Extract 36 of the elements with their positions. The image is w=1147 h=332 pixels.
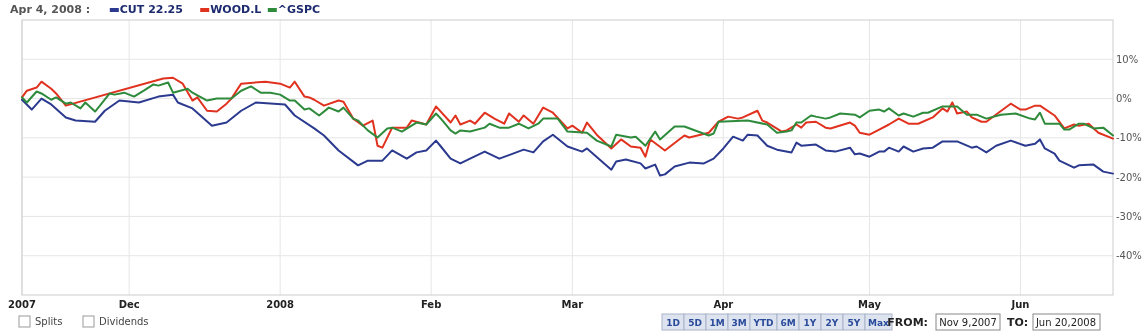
y-tick-label: 10% [1116, 53, 1139, 65]
text: FROM: [887, 316, 928, 329]
line-series [21, 76, 1114, 158]
text: 1D [666, 318, 680, 328]
x-tick-label: May [858, 299, 882, 310]
x-tick-label: Apr [713, 299, 734, 310]
text: 1M [709, 318, 725, 328]
text: 1Y [803, 318, 817, 328]
text: 6M [780, 318, 796, 328]
legend-label: ^GSPC [277, 3, 321, 16]
x-tick-label: Jun [1010, 299, 1030, 310]
text: 3M [731, 318, 747, 328]
line-series [21, 93, 1114, 177]
line-series [21, 81, 1114, 148]
text: 5D [688, 318, 702, 328]
text: Nov 9,2007 [939, 317, 997, 328]
legend-title: Apr 4, 2008 : [10, 3, 91, 16]
legend-label: CUT 22.25 [119, 3, 183, 16]
text: 2Y [825, 318, 839, 328]
y-tick-label: -30% [1116, 210, 1142, 222]
y-tick-label: -20% [1116, 171, 1142, 183]
legend-label: WOOD.L [210, 3, 262, 16]
y-tick-label: 0% [1116, 93, 1132, 105]
text: Jun 20,2008 [1034, 317, 1097, 328]
x-tick-label: Mar [561, 299, 584, 310]
x-tick-label: Dec [118, 299, 140, 310]
x-tick-label: Feb [420, 299, 442, 310]
y-tick-label: -10% [1116, 132, 1142, 144]
text: YTD [752, 318, 774, 328]
text: TO: [1007, 316, 1029, 329]
x-tick-label: 2008 [266, 299, 295, 310]
y-tick-label: -40% [1116, 250, 1142, 262]
x-tick-label: 2007 [8, 299, 36, 310]
text: 5Y [847, 318, 861, 328]
text: Splits [35, 316, 63, 327]
text: Dividends [99, 316, 149, 327]
